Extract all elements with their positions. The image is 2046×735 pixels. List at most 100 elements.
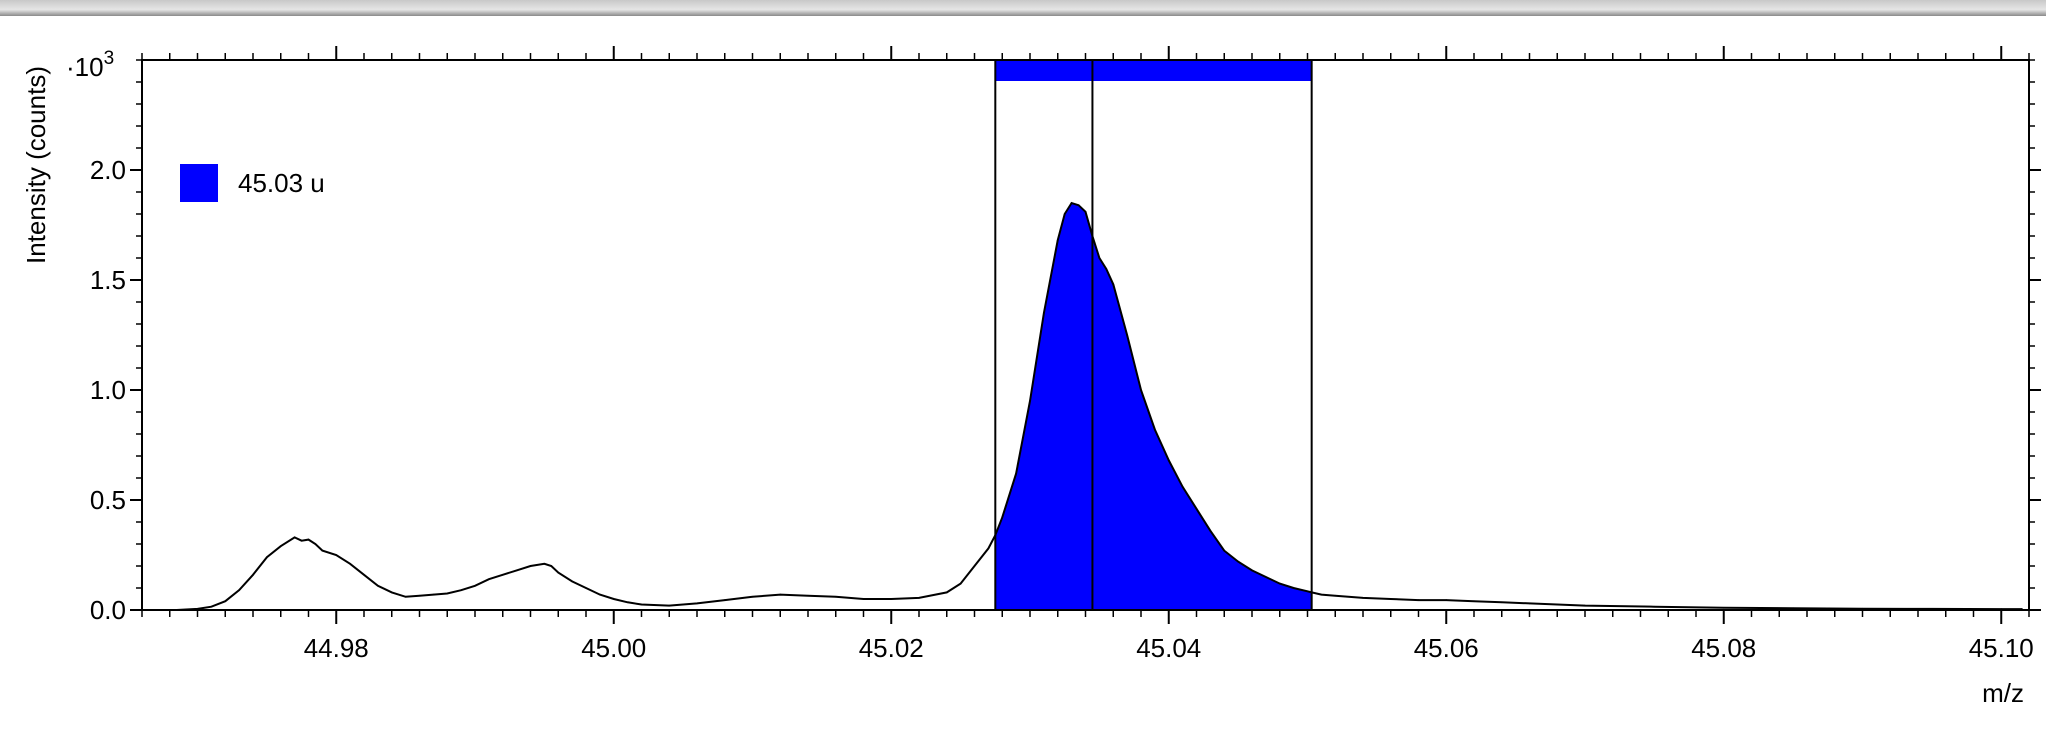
data-point — [557, 571, 560, 574]
data-point — [862, 598, 865, 600]
data-point — [834, 596, 837, 598]
data-point — [918, 597, 920, 599]
x-tick-label: 44.98 — [304, 633, 369, 663]
legend-label: 45.03 u — [238, 168, 325, 198]
data-point — [363, 574, 365, 576]
data-point — [696, 602, 698, 605]
data-point — [501, 574, 504, 576]
data-point — [1292, 587, 1295, 589]
data-point — [349, 563, 351, 565]
y-multiplier-exponent: 3 — [104, 48, 115, 69]
data-point — [1056, 239, 1059, 242]
data-point — [488, 578, 490, 580]
data-point — [1029, 400, 1031, 402]
data-point — [1168, 459, 1170, 462]
data-point — [959, 582, 962, 585]
data-point — [1265, 576, 1267, 578]
data-point — [335, 554, 338, 556]
data-point — [1001, 516, 1003, 519]
data-point — [946, 591, 948, 594]
data-point — [1077, 204, 1080, 206]
data-point — [1015, 472, 1017, 475]
data-point — [599, 593, 601, 596]
peak-fill-area — [995, 203, 1312, 610]
data-point — [1723, 607, 1725, 609]
data-point — [446, 592, 449, 595]
data-point — [474, 585, 476, 587]
data-point — [1473, 600, 1475, 602]
data-point — [1584, 604, 1586, 607]
highlight-range-layer — [994, 60, 1313, 610]
data-point — [1556, 603, 1559, 606]
data-point — [1501, 601, 1503, 604]
data-point — [391, 591, 393, 594]
data-point — [377, 585, 379, 587]
tick-layer — [130, 46, 2041, 624]
data-point — [1334, 594, 1337, 597]
data-point — [640, 603, 643, 606]
data-point — [550, 565, 553, 567]
data-point — [300, 539, 303, 542]
y-axis-label: Intensity (counts) — [21, 66, 51, 264]
data-point — [613, 598, 615, 600]
data-point — [1105, 268, 1108, 270]
data-point — [585, 587, 587, 589]
data-point — [404, 596, 407, 598]
x-tick-label: 45.02 — [859, 633, 924, 663]
data-point — [807, 594, 809, 597]
data-point — [529, 565, 532, 567]
data-point — [1084, 211, 1087, 213]
y-tick-label: 1.0 — [90, 375, 126, 405]
data-point — [1140, 389, 1142, 391]
data-point — [1279, 582, 1281, 585]
data-point — [1098, 257, 1101, 259]
data-point — [1043, 312, 1045, 314]
range-bar — [995, 61, 1312, 81]
x-tick-label: 45.00 — [581, 633, 646, 663]
data-point — [314, 543, 317, 545]
x-tick-label: 45.10 — [1969, 633, 2034, 663]
data-point — [1362, 597, 1364, 599]
data-point — [571, 580, 573, 583]
data-point — [1251, 569, 1253, 572]
data-point — [460, 589, 462, 591]
data-point — [238, 589, 240, 591]
y-tick-label: 1.5 — [90, 265, 126, 295]
data-point — [1181, 486, 1184, 488]
data-point — [1223, 549, 1225, 552]
tick-label-layer: 44.98 45.00 45.02 45.04 45.06 45.08 45.10 0.0 0.… — [90, 155, 2034, 663]
data-point — [1070, 202, 1073, 204]
y-tick-label: 0.0 — [90, 595, 126, 625]
window-top-border — [0, 0, 2046, 16]
data-point — [210, 605, 213, 608]
data-point — [266, 556, 268, 558]
data-point — [543, 563, 546, 565]
data-point — [307, 538, 310, 541]
spectrum-line — [176, 201, 2023, 611]
data-point — [252, 574, 254, 576]
y-tick-label: 0.5 — [90, 485, 126, 515]
spectrum-line-layer — [175, 201, 2023, 611]
data-point — [1445, 599, 1448, 601]
data-point — [626, 601, 629, 604]
data-point — [1653, 605, 1656, 608]
data-point — [1792, 607, 1794, 609]
data-point — [1195, 508, 1198, 510]
y-multiplier-base: ·10 — [66, 52, 104, 82]
data-point — [1320, 593, 1323, 596]
data-point — [224, 600, 227, 602]
data-point — [321, 549, 324, 552]
data-point — [668, 604, 670, 607]
legend: 45.03 u — [180, 164, 325, 202]
data-point — [432, 593, 435, 596]
data-point — [1306, 590, 1309, 593]
data-point — [293, 536, 296, 539]
data-point — [1209, 530, 1212, 532]
data-point — [973, 565, 976, 567]
data-point — [751, 596, 754, 598]
y-multiplier-label: ·103 — [66, 48, 114, 82]
y-tick-label: 2.0 — [90, 155, 126, 185]
data-point — [1389, 598, 1392, 600]
data-point — [724, 599, 726, 601]
